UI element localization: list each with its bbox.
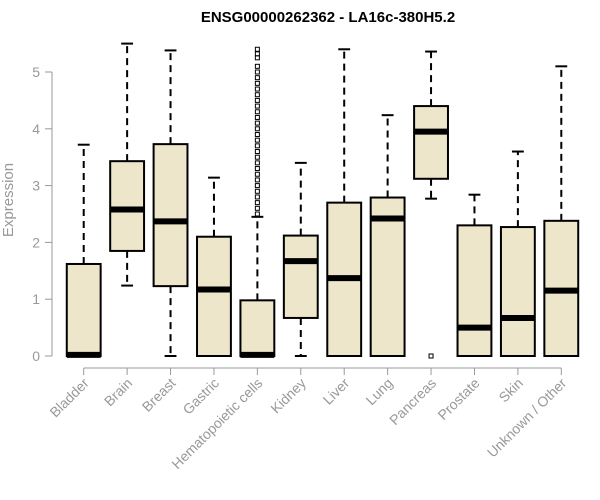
- outlier-point: [254, 166, 260, 172]
- outlier-point: [254, 143, 260, 149]
- box-skin: [499, 150, 536, 357]
- y-axis: 0 1 2 3 4 5: [32, 64, 53, 364]
- box-gastric: [196, 176, 232, 357]
- outlier-point: [254, 55, 260, 61]
- outlier-point: [254, 177, 260, 183]
- outlier-point: [254, 200, 260, 206]
- outlier-point: [254, 63, 260, 69]
- x-tick-label: Gastric: [179, 375, 222, 418]
- outlier-point: [254, 103, 260, 109]
- x-tick-label: Prostate: [434, 375, 482, 423]
- outlier-point: [254, 114, 260, 120]
- chart-title: ENSG00000262362 - LA16c-380H5.2: [201, 9, 455, 26]
- box-iqr: [65, 262, 102, 358]
- x-tick-label: Pancreas: [386, 375, 439, 428]
- box-brain: [109, 42, 146, 287]
- y-tick-label: 1: [32, 291, 40, 307]
- outlier-point: [254, 160, 260, 166]
- box-iqr: [109, 160, 146, 252]
- box-iqr: [196, 235, 232, 357]
- outlier-point: [254, 171, 260, 177]
- x-tick-label: Skin: [495, 375, 526, 406]
- y-tick-label: 5: [32, 64, 40, 80]
- box-liver: [326, 48, 363, 357]
- x-tick-label: Liver: [320, 375, 353, 408]
- outlier-point: [254, 109, 260, 115]
- box-pancreas: [413, 50, 449, 359]
- outlier-point: [254, 137, 260, 143]
- box-iqr: [239, 299, 276, 357]
- y-axis-label: Expression: [0, 163, 17, 237]
- outlier-point: [254, 86, 260, 92]
- y-tick-label: 4: [32, 121, 40, 137]
- box-prostate: [456, 193, 493, 357]
- box-iqr: [413, 105, 449, 180]
- box-iqr: [456, 224, 493, 357]
- outlier-point: [254, 75, 260, 81]
- outlier-point: [254, 211, 260, 217]
- box-hematopoietic-cells: [239, 46, 276, 358]
- y-tick-label: 3: [32, 178, 40, 194]
- outlier-point: [254, 51, 260, 57]
- x-tick-label: Kidney: [267, 375, 309, 417]
- outlier-point: [428, 353, 434, 359]
- x-tick-label: Breast: [139, 375, 179, 415]
- box-iqr: [499, 226, 536, 357]
- outlier-point: [254, 205, 260, 211]
- outlier-point: [254, 69, 260, 75]
- box-bladder: [65, 143, 102, 358]
- outlier-point: [254, 154, 260, 160]
- outlier-point: [254, 131, 260, 137]
- outlier-point: [254, 97, 260, 103]
- outlier-point: [254, 188, 260, 194]
- box-breast: [152, 49, 189, 357]
- box-kidney: [282, 161, 319, 357]
- outlier-point: [254, 80, 260, 86]
- outlier-point: [254, 194, 260, 200]
- x-tick-label: Bladder: [46, 375, 92, 421]
- outlier-point: [254, 46, 260, 52]
- boxplot-series: [65, 42, 580, 359]
- box-iqr: [152, 143, 189, 288]
- box-unknown-other: [543, 65, 580, 357]
- box-iqr: [369, 196, 406, 357]
- outlier-point: [254, 92, 260, 98]
- box-iqr: [282, 234, 319, 319]
- outlier-point: [254, 120, 260, 126]
- outlier-point: [254, 149, 260, 155]
- y-tick-label: 0: [32, 348, 40, 364]
- x-tick-label: Unknown / Other: [484, 375, 570, 461]
- x-tick-label: Lung: [362, 375, 395, 408]
- x-tick-label: Brain: [101, 375, 135, 409]
- outlier-point: [254, 126, 260, 132]
- box-lung: [369, 114, 406, 357]
- outlier-point: [254, 183, 260, 189]
- y-tick-label: 2: [32, 234, 40, 250]
